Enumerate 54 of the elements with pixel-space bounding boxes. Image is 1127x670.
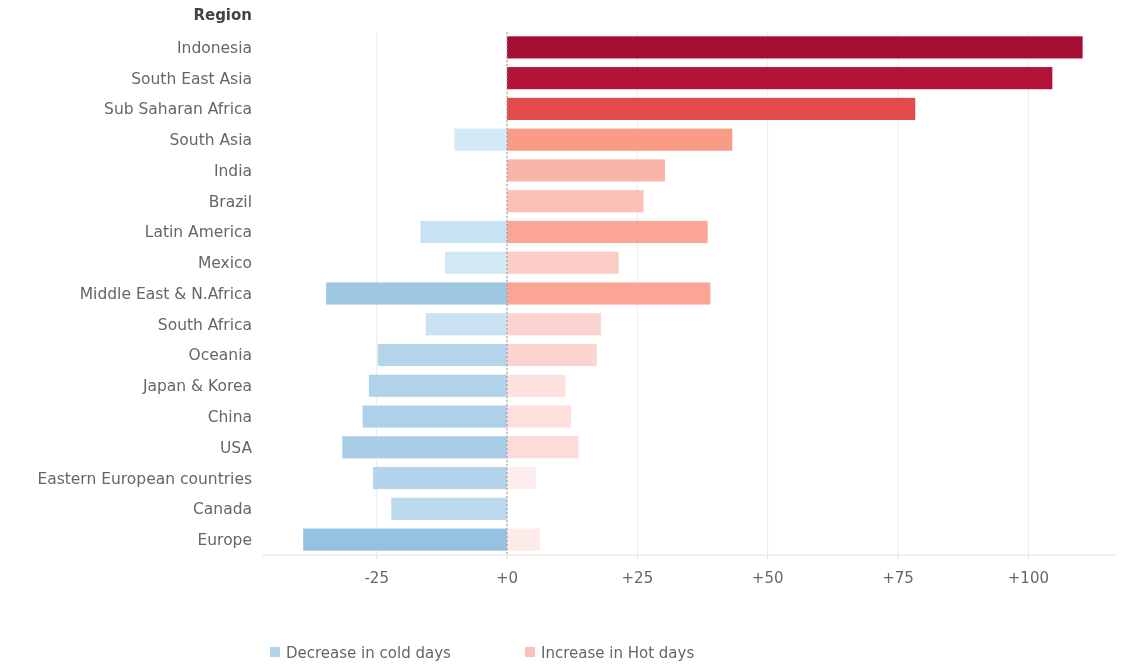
y-tick-label: Indonesia — [177, 38, 252, 57]
x-tick-label: +50 — [751, 569, 784, 587]
y-tick-label: Eastern European countries — [37, 469, 252, 488]
bar — [303, 528, 508, 551]
x-tick-label: +25 — [621, 569, 654, 587]
bar — [507, 436, 579, 459]
y-tick-label: South East Asia — [131, 69, 252, 88]
y-tick-label: China — [207, 407, 252, 426]
bar — [507, 313, 601, 336]
bar — [342, 436, 508, 459]
bar — [507, 405, 572, 428]
y-tick-label: Middle East & N.Africa — [79, 284, 252, 303]
y-tick-label: South Asia — [169, 131, 252, 150]
y-tick-label: South Africa — [157, 315, 252, 334]
bar — [391, 497, 508, 520]
bar — [373, 467, 508, 490]
x-tick-label: +100 — [1007, 569, 1049, 587]
x-tick-label: -25 — [364, 569, 389, 587]
y-tick-label: India — [213, 161, 252, 180]
bar — [507, 343, 597, 367]
bar — [507, 467, 536, 490]
bar — [444, 251, 508, 274]
bar — [420, 220, 508, 244]
y-tick-label: Sub Saharan Africa — [104, 100, 252, 119]
bar — [326, 282, 508, 305]
bar — [507, 97, 916, 120]
y-tick-label: Japan & Korea — [141, 377, 252, 396]
bar — [454, 128, 508, 151]
legend-label: Increase in Hot days — [541, 644, 695, 662]
y-tick-label: Mexico — [197, 254, 252, 273]
bar — [507, 128, 733, 151]
x-tick-label: +75 — [882, 569, 914, 587]
y-axis-title: Region — [193, 6, 252, 24]
bar — [507, 220, 708, 244]
bar — [425, 313, 508, 336]
y-tick-label: Europe — [197, 531, 252, 550]
legend-label: Decrease in cold days — [286, 644, 452, 662]
y-tick-label: USA — [219, 438, 253, 457]
y-tick-label: Brazil — [208, 192, 252, 211]
bar — [507, 251, 619, 274]
bar — [362, 405, 508, 428]
bar — [507, 36, 1083, 59]
bar — [507, 159, 665, 182]
y-tick-label: Oceania — [188, 346, 252, 365]
bar — [507, 67, 1053, 90]
bar — [507, 190, 644, 213]
y-tick-label: Latin America — [144, 223, 252, 242]
bar — [507, 374, 566, 397]
bar — [377, 343, 508, 367]
bar — [507, 282, 711, 305]
bar — [507, 528, 540, 551]
bar — [368, 374, 508, 397]
y-tick-label: Canada — [193, 500, 252, 519]
x-tick-label: +0 — [495, 569, 519, 587]
